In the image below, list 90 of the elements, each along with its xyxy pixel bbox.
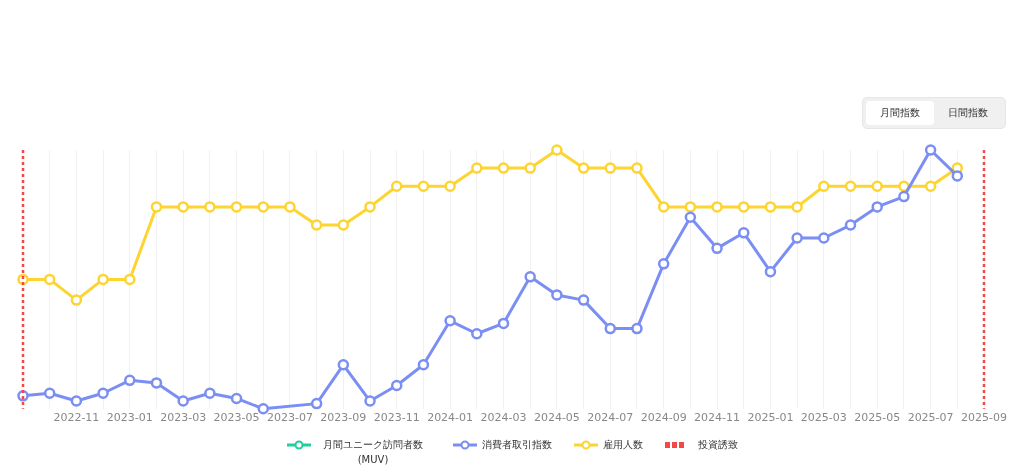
point	[124, 273, 136, 286]
legend-label: 投資誘致	[697, 438, 738, 452]
point	[711, 201, 723, 213]
legend-label: 雇用人数	[602, 438, 643, 452]
x-tick-label: 2025-03	[800, 411, 847, 425]
point	[177, 201, 189, 213]
x-tick-label: 2025-09	[961, 411, 1007, 425]
x-tick-label: 2024-11	[694, 411, 741, 425]
point	[204, 201, 216, 213]
point	[764, 265, 777, 278]
point	[551, 144, 563, 156]
point	[657, 258, 670, 270]
point	[604, 162, 617, 174]
point	[657, 201, 670, 213]
point	[791, 232, 803, 244]
point	[70, 395, 83, 407]
point	[951, 170, 964, 182]
point	[684, 201, 697, 213]
point	[177, 395, 189, 407]
point	[577, 294, 590, 306]
x-tick-label: 2023-03	[160, 411, 207, 425]
x-tick-label: 2024-05	[533, 411, 580, 425]
point	[150, 201, 163, 213]
point	[551, 289, 563, 301]
legend-label: 消費者取引指数	[481, 438, 552, 452]
point	[738, 227, 750, 239]
point	[97, 387, 109, 400]
point	[631, 162, 643, 174]
point	[791, 201, 803, 213]
point	[497, 317, 510, 330]
point	[604, 322, 617, 335]
point	[284, 201, 296, 213]
point	[818, 180, 830, 192]
x-tick-label: 2025-05	[854, 411, 901, 425]
x-tick-label: 2025-01	[747, 411, 794, 425]
x-tick-label: 2023-11	[373, 411, 420, 425]
point	[577, 162, 590, 174]
point	[337, 359, 350, 371]
x-tick-label: 2023-01	[106, 411, 153, 425]
x-tick-label: 2023-07	[266, 411, 313, 425]
point	[631, 322, 643, 335]
point	[684, 211, 697, 224]
point	[924, 144, 937, 156]
point	[257, 201, 269, 213]
point	[898, 190, 910, 203]
point	[444, 180, 456, 192]
x-tick-label: 2023-09	[320, 411, 367, 425]
x-tick-label: 2024-09	[640, 411, 687, 425]
point	[150, 377, 163, 389]
point	[124, 374, 136, 387]
point	[524, 271, 536, 283]
point	[204, 387, 216, 400]
point	[390, 379, 403, 392]
point	[444, 315, 456, 327]
x-tick-label: 2024-03	[480, 411, 527, 425]
legend-label: 月間ユニーク訪問者数 (MUV)	[322, 438, 424, 467]
point	[43, 387, 56, 400]
x-tick-label: 2024-01	[427, 411, 474, 425]
point	[871, 201, 883, 213]
point	[871, 180, 883, 192]
point	[230, 201, 243, 213]
point	[497, 162, 510, 174]
point	[70, 294, 83, 306]
point	[471, 162, 483, 174]
point	[43, 273, 56, 286]
x-tick-label: 2024-07	[587, 411, 634, 425]
point	[337, 219, 350, 231]
point	[364, 201, 376, 213]
view-toggle: 月間指数 日間指数	[862, 97, 1006, 129]
point	[417, 359, 430, 371]
point	[738, 201, 750, 213]
x-tick-label: 2022-11	[53, 411, 100, 425]
point	[364, 395, 376, 407]
x-tick-label: 2025-07	[907, 411, 954, 425]
point	[230, 392, 243, 405]
point	[844, 180, 857, 192]
point	[844, 219, 857, 231]
point	[417, 180, 430, 192]
point	[524, 162, 536, 174]
point	[818, 232, 830, 244]
point	[924, 180, 937, 192]
point	[97, 273, 109, 286]
point	[310, 397, 323, 410]
point	[471, 328, 483, 340]
point	[310, 219, 323, 231]
point	[257, 403, 269, 415]
point	[711, 242, 723, 255]
point	[764, 201, 777, 213]
x-tick-label: 2023-05	[213, 411, 260, 425]
point	[390, 180, 403, 192]
